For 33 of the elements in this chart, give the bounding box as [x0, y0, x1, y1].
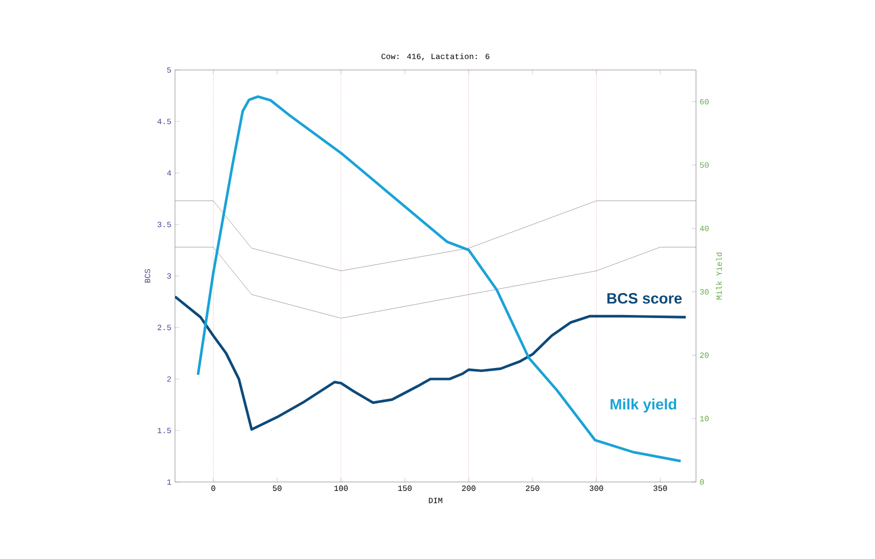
y-tick-label: 3.5 [158, 222, 171, 228]
y2-tick-label: 40 [700, 226, 709, 232]
y2-tick-label: 60 [700, 98, 709, 104]
x-tick-label: 0 [211, 486, 216, 491]
y2-tick-label: 10 [700, 416, 709, 422]
line-series [175, 246, 696, 318]
y-tick-label: 2.5 [158, 324, 171, 330]
y2-tick-label: 30 [700, 289, 709, 295]
x-tick-label: 200 [462, 486, 476, 491]
y-tick-label: 5 [167, 67, 171, 73]
y-tick-label: 3 [167, 273, 171, 279]
y-tick-label: 1 [167, 479, 172, 485]
series-label: BCS score [607, 293, 682, 304]
y2-tick-label: 20 [700, 352, 709, 358]
y2-axis-title: Milk Yield [716, 252, 722, 300]
x-tick-label: 150 [398, 486, 412, 491]
x-tick-label: 100 [334, 486, 348, 491]
x-tick-label: 250 [526, 486, 540, 491]
chart-title: Cow: 416, Lactation: 6 [382, 53, 490, 60]
series-label: Milk yield [610, 398, 676, 413]
line-series [196, 95, 682, 462]
y2-tick-label: 50 [700, 162, 709, 168]
line-series [175, 295, 688, 431]
y-tick-label: 4 [167, 170, 172, 176]
y-tick-label: 2 [167, 376, 171, 382]
x-tick-label: 50 [272, 486, 282, 491]
y-tick-label: 4.5 [157, 118, 171, 124]
x-tick-label: 300 [590, 486, 604, 491]
y2-tick-label: 0 [700, 479, 704, 485]
y-axis-title: BCS [144, 269, 150, 283]
y-tick-label: 1.5 [158, 428, 171, 434]
x-axis-title: DIM [428, 498, 442, 504]
x-tick-label: 350 [654, 486, 667, 491]
